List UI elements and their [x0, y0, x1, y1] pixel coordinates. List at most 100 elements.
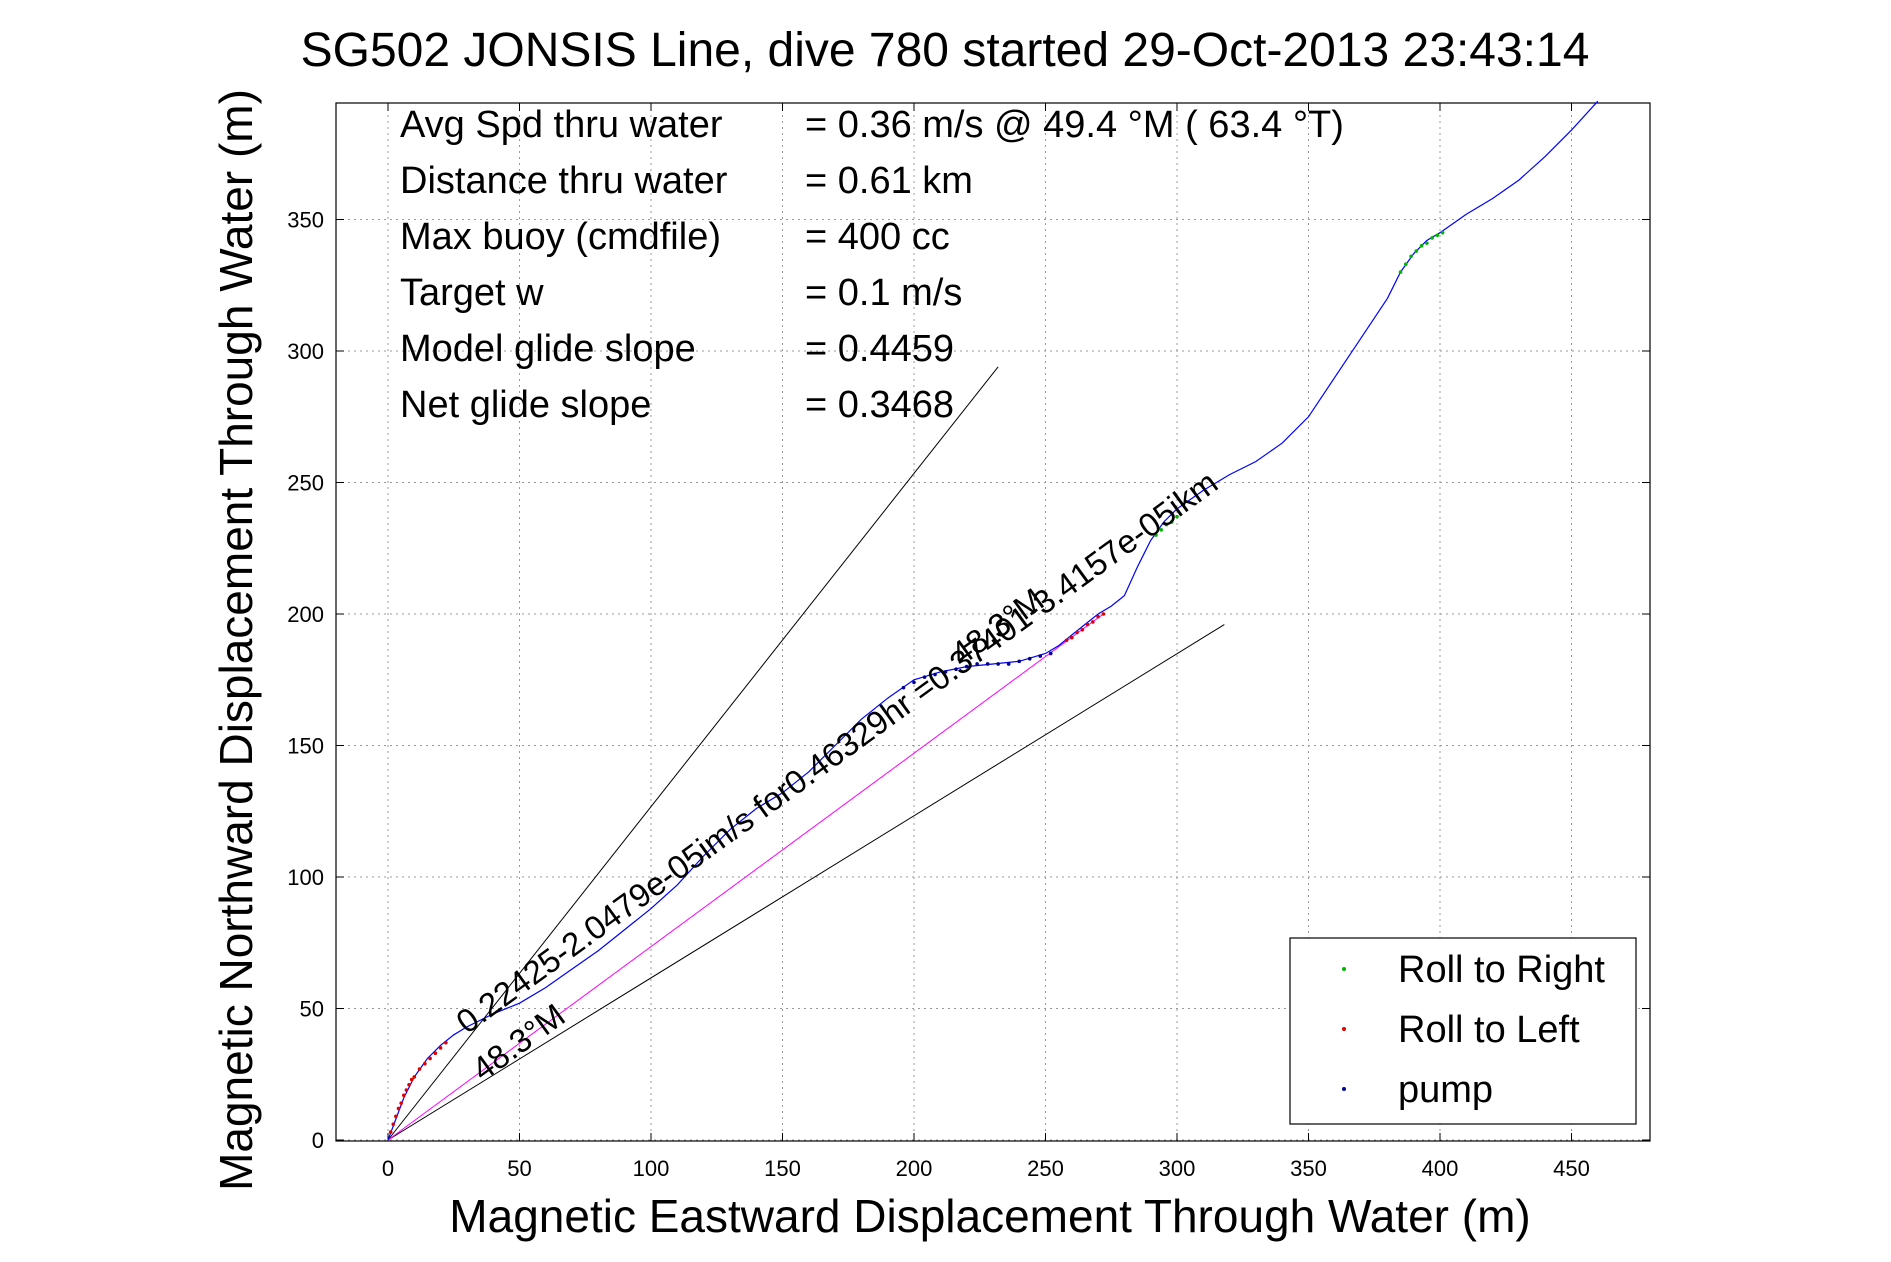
roll-to-right-point — [1159, 528, 1164, 532]
roll-to-left-point — [391, 1122, 396, 1127]
roll-to-right-point — [1435, 233, 1440, 238]
stat-label: Target w — [400, 272, 544, 314]
y-axis-label: Magnetic Northward Displacement Through … — [210, 89, 262, 1191]
reference-line — [387, 366, 999, 1141]
roll-to-right-point — [1398, 270, 1403, 274]
x-tick-label: 250 — [1027, 1156, 1064, 1181]
roll-to-left-point — [394, 1114, 398, 1119]
reference-line — [387, 613, 1104, 1141]
legend-label-roll-to-left: Roll to Left — [1398, 1009, 1580, 1051]
chart-title: SG502 JONSIS Line, dive 780 started 29-O… — [301, 24, 1590, 77]
roll-to-left-point — [1096, 614, 1100, 619]
roll-to-right-point — [1425, 241, 1429, 245]
reference-line — [387, 624, 1225, 1141]
legend-marker-roll-to-left — [1342, 1027, 1346, 1031]
roll-to-left-point — [423, 1061, 427, 1066]
roll-to-left-point — [399, 1101, 403, 1105]
roll-to-left-point — [409, 1077, 414, 1082]
roll-to-left-point — [396, 1106, 401, 1111]
y-tick-label: 100 — [287, 865, 324, 890]
pump-point — [975, 662, 979, 666]
pump-point — [901, 685, 906, 690]
y-tick-label: 350 — [287, 208, 324, 233]
y-tick-label: 250 — [287, 471, 324, 496]
reference-lines — [387, 366, 1225, 1141]
x-tick-label: 450 — [1553, 1156, 1590, 1181]
plot-area — [335, 102, 1651, 1142]
y-tick-label: 50 — [300, 997, 324, 1022]
stat-label: Avg Spd thru water — [400, 104, 723, 146]
y-tick-label: 0 — [312, 1128, 324, 1153]
stat-label: Net glide slope — [400, 384, 651, 426]
pump-point — [943, 670, 948, 674]
roll-to-right-point — [1175, 514, 1179, 519]
stat-value: = 400 cc — [805, 216, 950, 258]
roll-to-left-point — [433, 1051, 438, 1056]
track-line — [387, 100, 1599, 1141]
roll-to-left-point — [1075, 630, 1079, 635]
x-tick-label: 300 — [1159, 1156, 1196, 1181]
x-tick-label: 0 — [382, 1156, 394, 1181]
legend-label-pump: pump — [1398, 1069, 1493, 1111]
roll-to-left-point — [404, 1088, 409, 1092]
stat-value: = 0.36 m/s @ 49.4 °M ( 63.4 °T) — [805, 104, 1344, 146]
stat-value: = 0.1 m/s — [805, 272, 962, 314]
pump-point — [1017, 659, 1021, 664]
y-tick-label: 150 — [287, 734, 324, 759]
roll-to-right-point — [1154, 533, 1158, 537]
roll-to-left-point — [444, 1040, 448, 1045]
dive-stats: Avg Spd thru water = 0.36 m/s @ 49.4 °M (… — [400, 104, 1344, 426]
y-tick-label: 200 — [287, 602, 324, 627]
roll-to-left-point — [1064, 638, 1069, 643]
pump-point — [1027, 656, 1032, 661]
data-series — [387, 100, 1599, 1141]
legend: Roll to Right Roll to Left pump — [1289, 937, 1637, 1125]
roll-to-left-point — [1101, 612, 1106, 616]
pump-point — [1048, 651, 1053, 656]
pump-point — [996, 662, 1000, 666]
roll-to-right-point — [1164, 522, 1169, 527]
pump-point — [964, 664, 969, 669]
stat-label: Model glide slope — [400, 328, 696, 370]
roll-to-right-point — [1430, 236, 1434, 240]
roll-to-left-point — [401, 1093, 406, 1098]
roll-to-left-point — [388, 1130, 393, 1134]
pump-point — [954, 667, 958, 672]
pump-point — [922, 675, 927, 679]
x-axis-label: Magnetic Eastward Displacement Through W… — [449, 1190, 1530, 1242]
stat-label: Max buoy (cmdfile) — [400, 216, 721, 258]
x-tick-label: 200 — [896, 1156, 933, 1181]
roll-to-right-point — [1404, 262, 1408, 267]
annotation-1: 0.22425-2.0479e-05im/s for0.46329hr =0.3… — [449, 463, 1224, 1040]
pump-point — [912, 680, 916, 685]
x-tick-label: 400 — [1422, 1156, 1459, 1181]
annotations: 0.22425-2.0479e-05im/s for0.46329hr =0.3… — [449, 463, 1224, 1088]
stat-value: = 0.4459 — [805, 328, 954, 370]
roll-to-left-point — [1091, 620, 1095, 624]
pump-point — [1038, 654, 1043, 658]
x-tick-label: 50 — [507, 1156, 531, 1181]
roll-to-left-point — [1070, 635, 1074, 640]
roll-to-left-point — [417, 1067, 422, 1071]
roll-to-right-point — [1409, 254, 1413, 259]
legend-marker-roll-to-right — [1342, 967, 1346, 971]
y-tick-label: 300 — [287, 339, 324, 364]
legend-marker-pump — [1342, 1087, 1346, 1091]
roll-to-left-point — [438, 1046, 443, 1050]
roll-to-right-point — [1414, 249, 1419, 253]
roll-to-right-point — [1419, 244, 1424, 248]
roll-to-left-point — [412, 1075, 417, 1079]
legend-label-roll-to-right: Roll to Right — [1398, 949, 1605, 991]
roll-to-left-point — [407, 1082, 411, 1087]
axis-ticks: 0 50 100 150 200 250 300 350 400 450 0 50 100 150 200 2… — [287, 103, 1650, 1181]
pump-point — [985, 662, 990, 666]
x-tick-label: 100 — [633, 1156, 670, 1181]
roll-to-left-point — [428, 1056, 432, 1061]
roll-to-left-point — [1085, 622, 1090, 627]
stat-label: Distance thru water — [400, 160, 728, 202]
stat-value: = 0.3468 — [805, 384, 954, 426]
x-tick-label: 150 — [764, 1156, 801, 1181]
roll-to-right-point — [1169, 520, 1174, 524]
x-tick-label: 350 — [1290, 1156, 1327, 1181]
